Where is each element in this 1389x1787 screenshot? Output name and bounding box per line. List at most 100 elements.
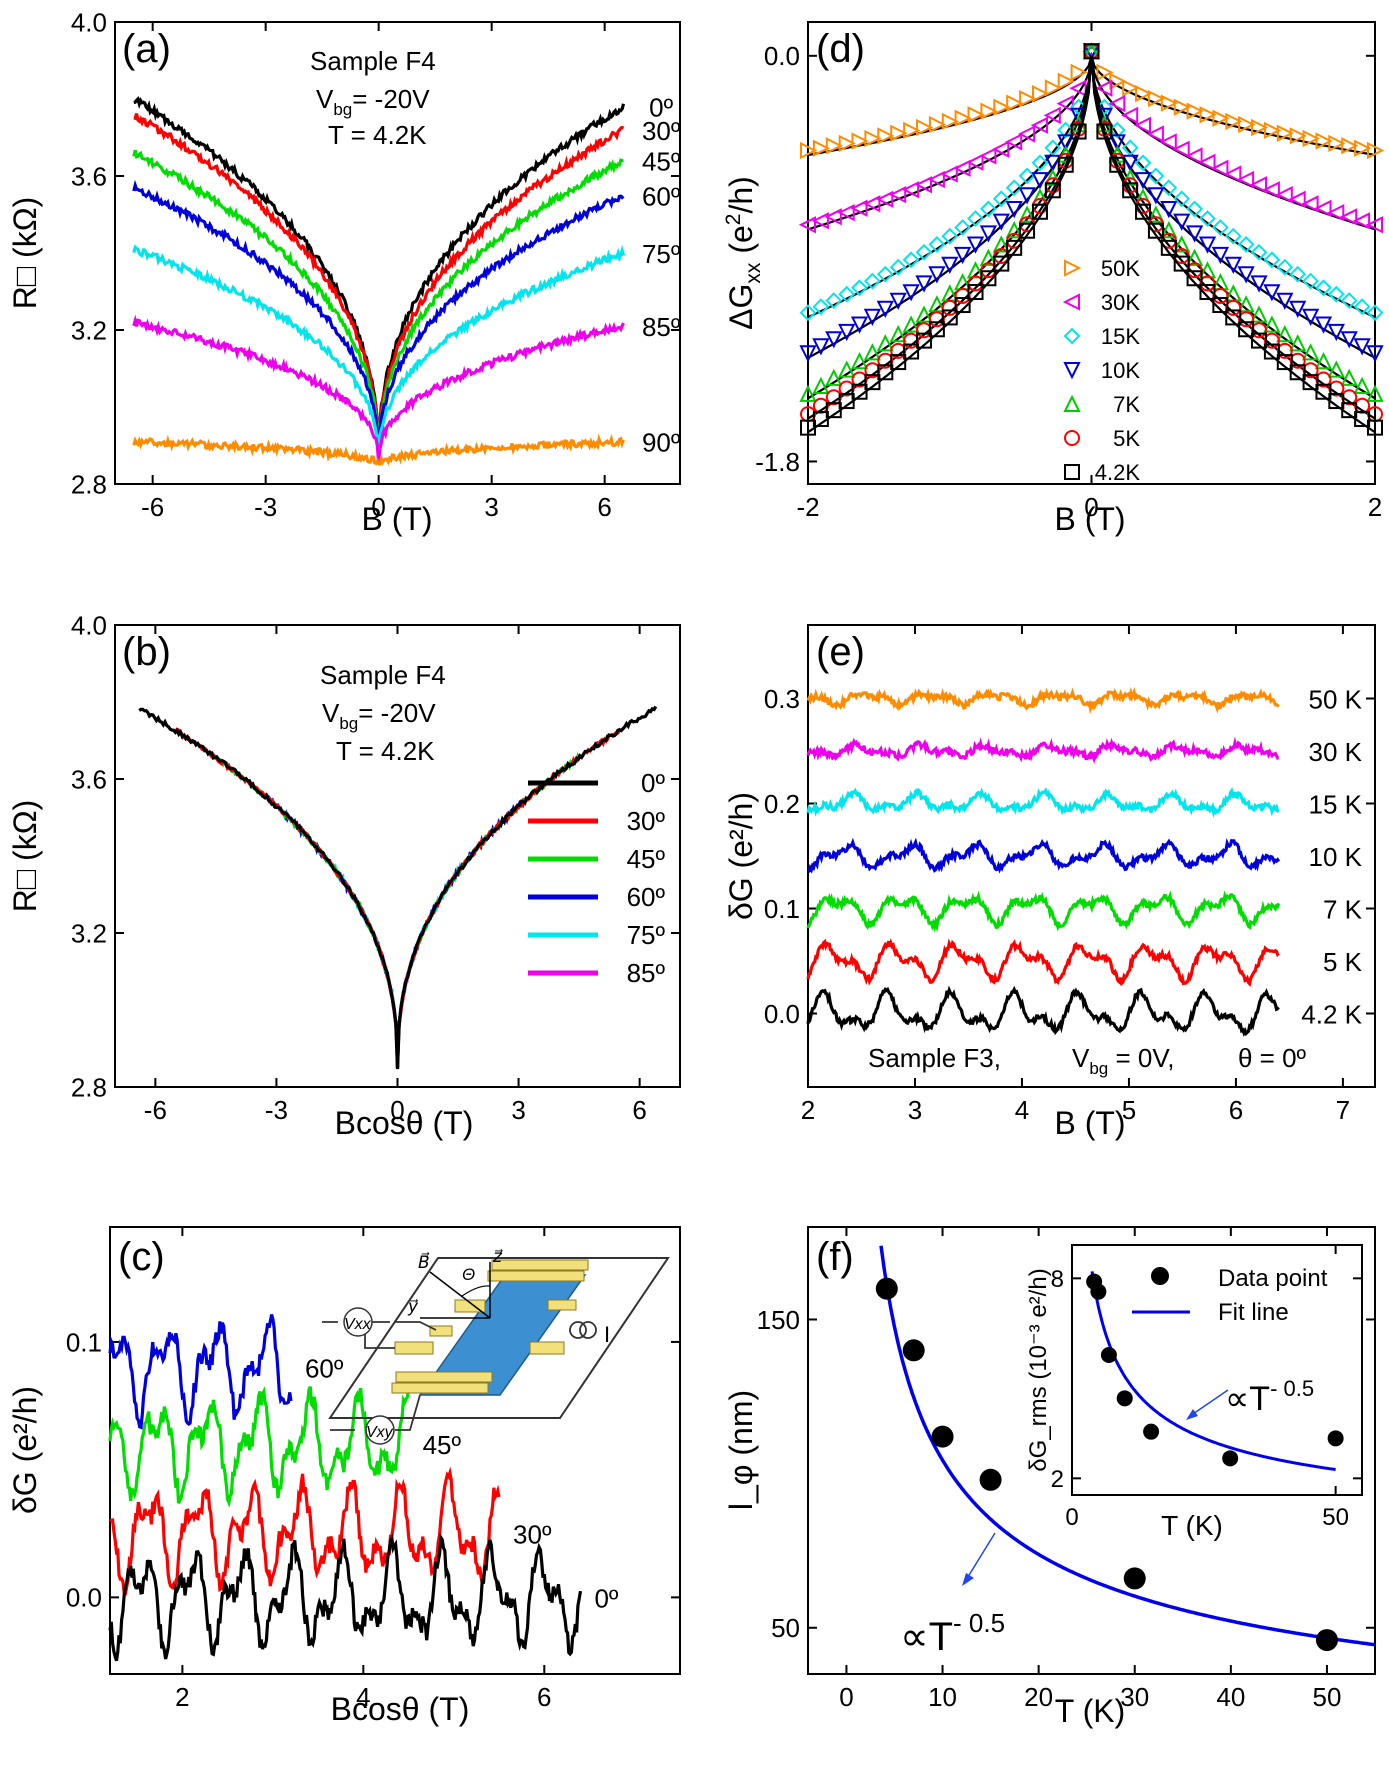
data-point-6 xyxy=(1135,203,1152,220)
legend-label-0: 50K xyxy=(1101,256,1140,281)
data-point-4 xyxy=(838,360,856,378)
inset-data-point xyxy=(1327,1430,1344,1447)
series-line-3 xyxy=(108,1532,583,1662)
y-tick-label: 3.6 xyxy=(71,161,107,191)
panel-b-label: (b) xyxy=(122,630,171,674)
data-point-6 xyxy=(1212,297,1229,314)
data-point-1 xyxy=(1236,170,1255,189)
panel-c-frame xyxy=(109,1226,681,1675)
data-point-3 xyxy=(1121,154,1139,173)
data-point-5 xyxy=(864,362,881,379)
data-point-2 xyxy=(1057,121,1075,139)
data-point-2 xyxy=(1211,219,1229,236)
inset-legend-marker xyxy=(1151,1267,1169,1285)
vxy-meter xyxy=(365,1415,395,1445)
data-point-6 xyxy=(877,364,894,381)
legend-label-3: 60º xyxy=(627,882,666,912)
data-point-0 xyxy=(1173,98,1191,116)
data-point-5 xyxy=(1276,342,1293,359)
data-point-6 xyxy=(800,419,816,436)
data-point-2 xyxy=(1108,121,1126,139)
data-point-3 xyxy=(1289,300,1307,319)
data-point-5 xyxy=(877,352,894,369)
data-point-4 xyxy=(992,235,1010,253)
x-tick-label: 4 xyxy=(1015,1095,1029,1125)
data-point xyxy=(931,1425,954,1448)
data-point-1 xyxy=(1275,185,1293,204)
data-point-0 xyxy=(1199,106,1217,124)
data-point-5 xyxy=(1238,311,1255,328)
data-point-1 xyxy=(811,212,829,230)
panel-a-annotation-1: Sample F4 xyxy=(310,46,436,76)
data-point-0 xyxy=(825,137,844,155)
data-point-3 xyxy=(992,213,1010,231)
data-point-6 xyxy=(1341,402,1358,419)
data-point-2 xyxy=(1263,251,1281,269)
series-label-0: 0º xyxy=(649,93,673,123)
data-point-1 xyxy=(1301,195,1319,213)
data-point-2 xyxy=(1302,272,1320,290)
data-point-0 xyxy=(1367,141,1385,160)
x-tick-label: -3 xyxy=(254,492,277,522)
data-point-0 xyxy=(941,112,960,131)
panel-b-frame xyxy=(114,624,681,1088)
x-tick-label: 4 xyxy=(356,1682,370,1712)
panel-f-xlabel: T (K) xyxy=(1055,1693,1126,1729)
series-line-0 xyxy=(806,686,1280,715)
series-line-5 xyxy=(806,938,1280,987)
data-point-2 xyxy=(1186,200,1204,218)
data-point-0 xyxy=(1147,89,1166,108)
panel-d-ylabel: ΔGxx (e2/h) xyxy=(722,176,765,330)
data-point-1 xyxy=(1288,190,1306,208)
data-point-6 xyxy=(1315,383,1332,400)
panel-c-axes: 2 4 6 0.0 0.1 xyxy=(66,1227,680,1712)
data-point xyxy=(1123,1567,1146,1590)
data-point-4 xyxy=(1340,368,1358,386)
wire xyxy=(322,1321,437,1331)
panel-f-series xyxy=(875,1245,1376,1652)
data-point-2 xyxy=(967,210,984,227)
data-point-0 xyxy=(1044,79,1063,97)
fit-arrowhead xyxy=(962,1573,974,1586)
data-point-6 xyxy=(1096,123,1113,140)
data-point-1 xyxy=(940,165,958,183)
data-point-2 xyxy=(1353,298,1371,316)
data-point-1 xyxy=(1352,212,1371,230)
data-point-0 xyxy=(1122,79,1140,97)
y-tick-label: 3.2 xyxy=(71,918,107,948)
data-point-6 xyxy=(980,270,997,287)
panel-c-xlabel: Bcosθ (T) xyxy=(331,1691,470,1727)
data-point-6 xyxy=(967,284,984,301)
data-point-6 xyxy=(1109,156,1126,173)
data-point-6 xyxy=(993,255,1010,272)
data-point-3 xyxy=(1327,323,1345,342)
x-tick-label: 3 xyxy=(908,1095,922,1125)
data-point-5 xyxy=(1341,389,1358,406)
data-point-0 xyxy=(800,141,818,160)
panel-d: -2 0 2 0.0 -1.8 50K 30K 15K 10K 7K 5K 4.2K (d) B (… xyxy=(722,21,1385,537)
data-point-6 xyxy=(915,332,932,349)
inset-series xyxy=(1086,1271,1344,1472)
inset-fit-annotation: ∝T- 0.5 xyxy=(1225,1376,1314,1418)
panel-b-annotation-2: Vbg= -20V xyxy=(322,698,436,733)
data-point-6 xyxy=(1225,309,1242,326)
panel-a-axes: -6 -3 0 3 6 2.8 3.2 3.6 4.0 xyxy=(71,7,680,522)
data-point-6 xyxy=(1186,270,1203,287)
data-point-0 xyxy=(954,109,972,127)
series-label-3: 60º xyxy=(642,181,681,211)
data-point-3 xyxy=(1211,246,1230,265)
data-point-3 xyxy=(966,236,985,254)
data-point-3 xyxy=(876,300,894,319)
panel-a-annotation-3: T = 4.2K xyxy=(328,120,427,150)
data-point-1 xyxy=(888,185,907,204)
series-label-1: 30 K xyxy=(1309,737,1363,767)
b-field-arrow xyxy=(429,1271,491,1319)
data-point-4 xyxy=(1173,235,1191,253)
data-point-1 xyxy=(1224,165,1242,183)
data-point-6 xyxy=(1238,321,1255,338)
data-point-4 xyxy=(799,384,817,402)
data-point-2 xyxy=(1005,179,1023,197)
y-tick-label: 50 xyxy=(771,1613,800,1643)
data-point xyxy=(1315,1629,1338,1652)
